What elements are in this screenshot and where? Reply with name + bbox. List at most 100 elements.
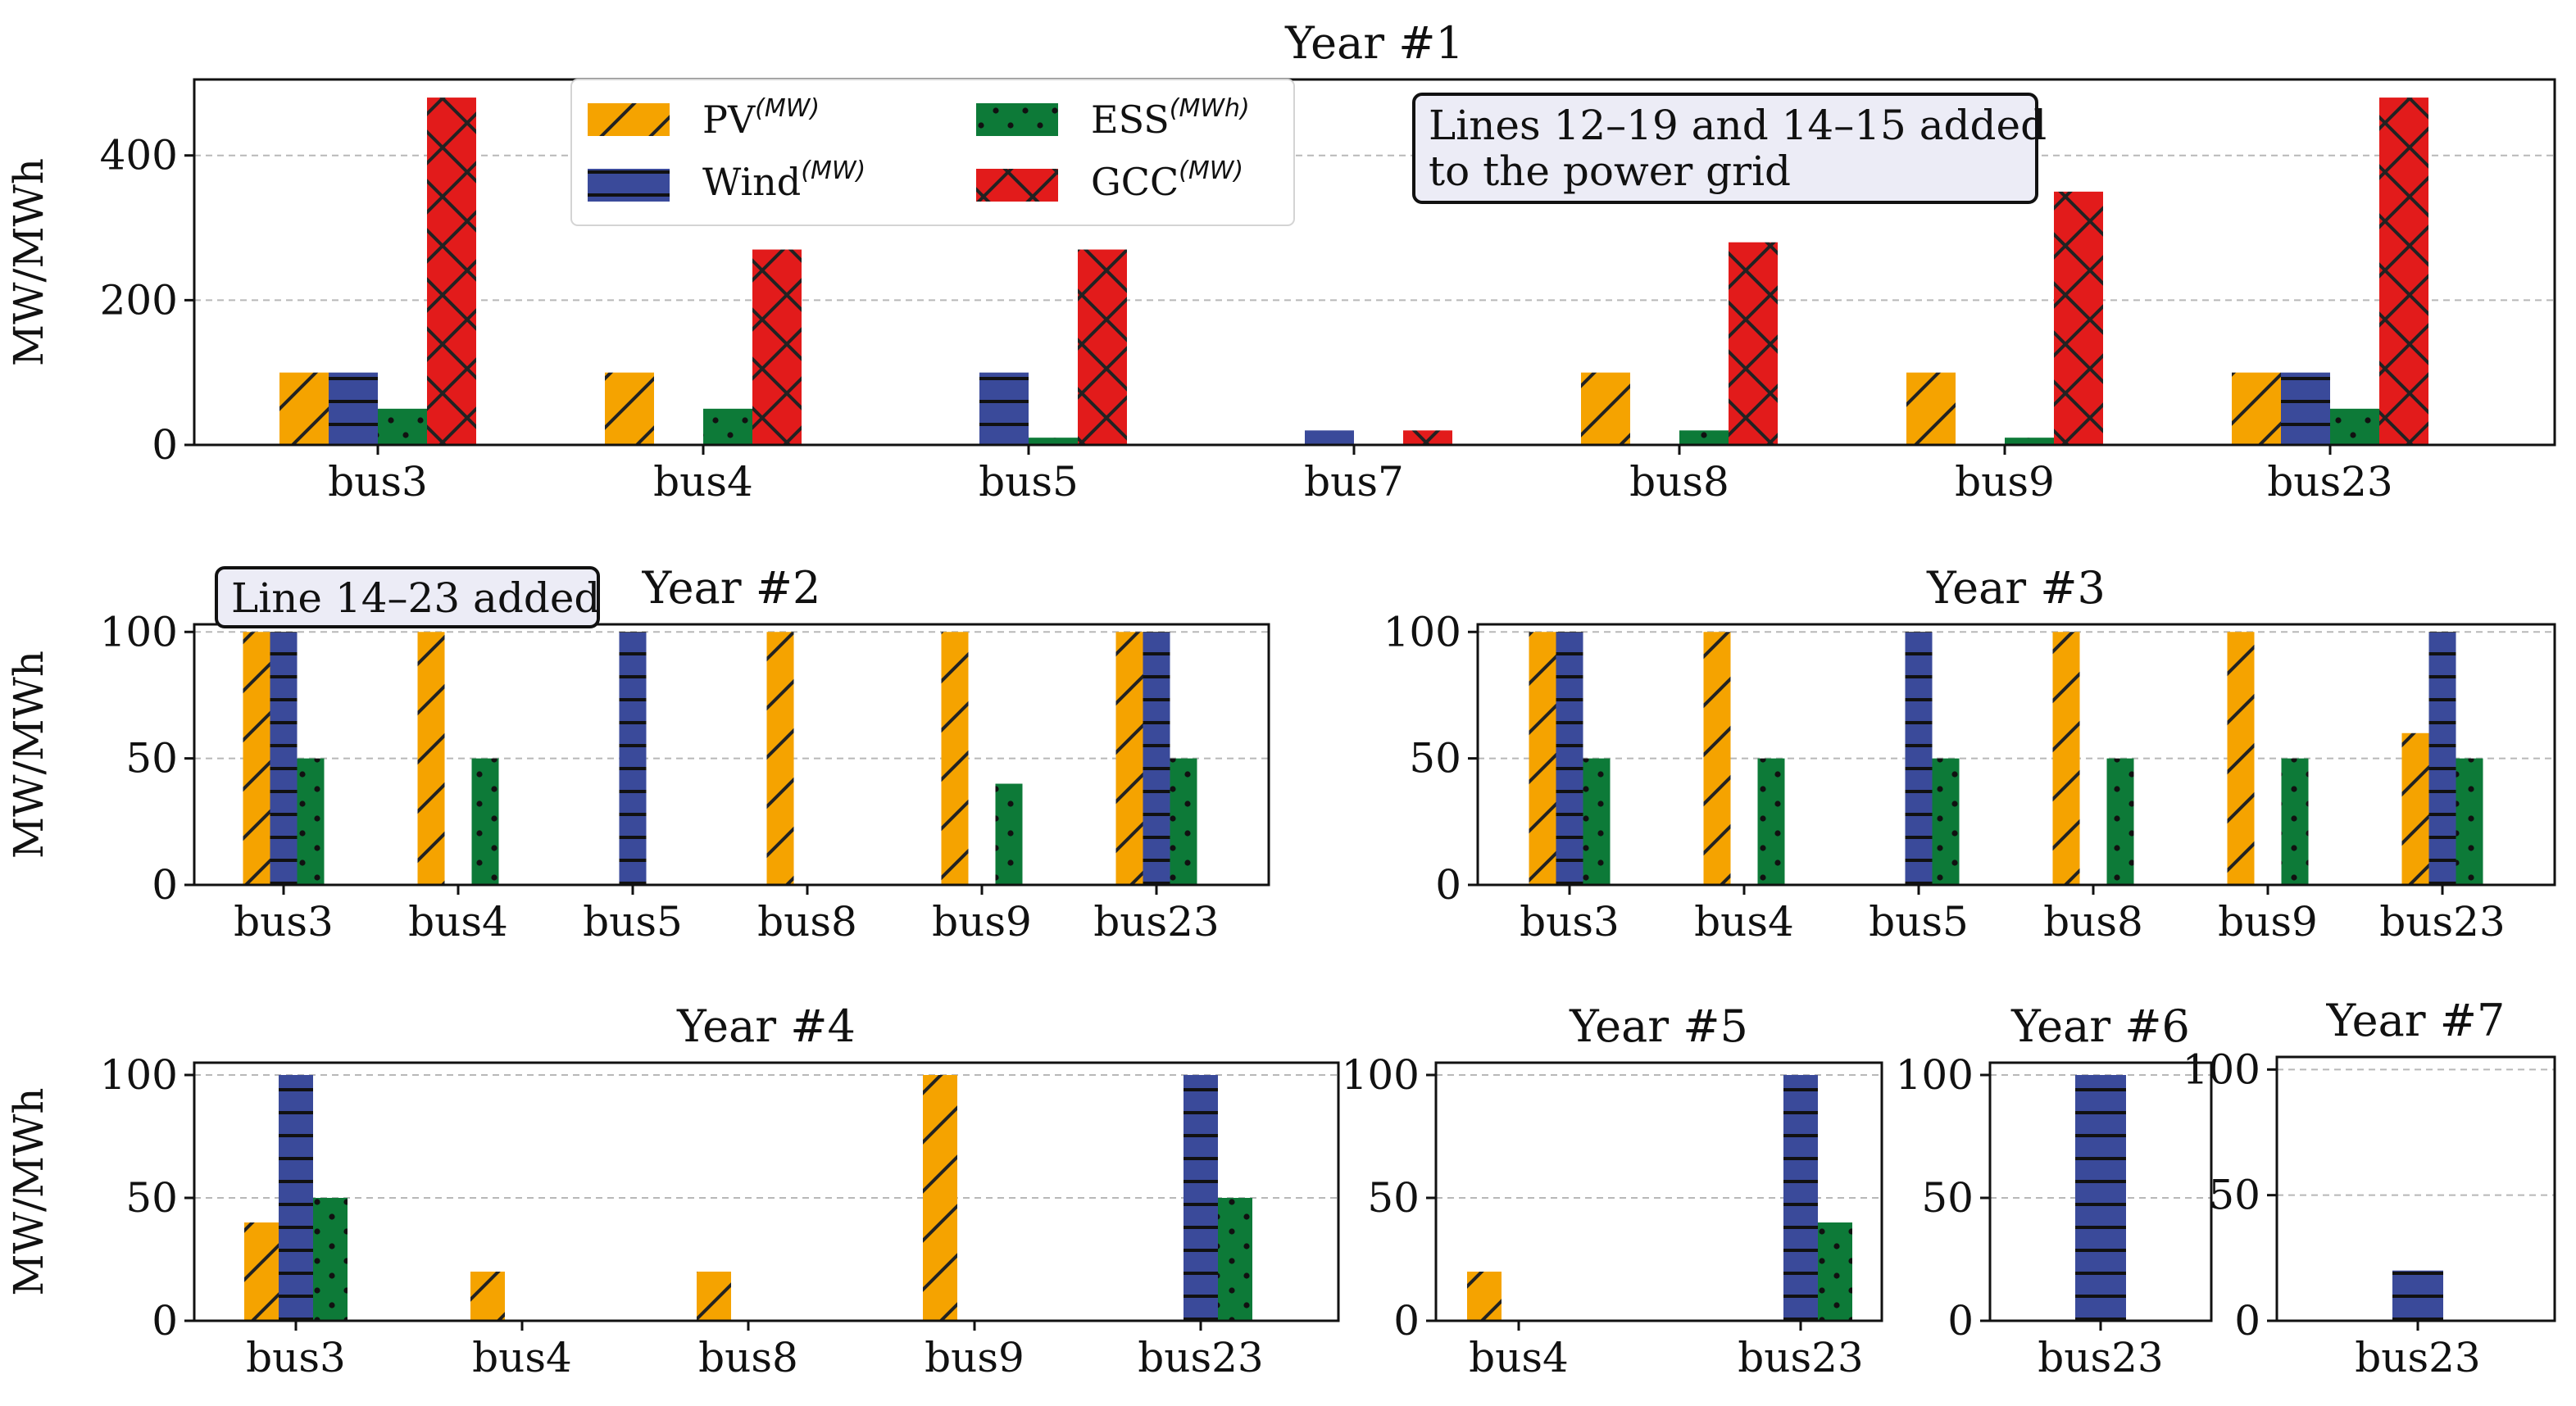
- legend-unit: (MW): [1179, 156, 1243, 185]
- bar-pv-bus3: [244, 1222, 279, 1321]
- axes-frame: [193, 78, 2556, 447]
- legend-swatch-gcc: [976, 169, 1058, 202]
- bar-ess-bus9: [995, 783, 1023, 885]
- y-tick-label: 0: [2234, 1297, 2260, 1345]
- y-tick-label: 200: [100, 276, 178, 324]
- chart-year-5: bus4 bus23 0 50 100 Year #5: [1342, 1000, 1883, 1381]
- x-tick-label: bus23: [1093, 898, 1220, 946]
- bar-pv-bus4: [1467, 1272, 1502, 1321]
- x-tick-label: bus8: [1629, 458, 1729, 506]
- bar-pv-bus9: [923, 1075, 957, 1321]
- bar-pv-bus3: [243, 632, 270, 885]
- chart-title: Year #3: [1926, 562, 2106, 614]
- bar-ess-bus23: [1818, 1222, 1852, 1321]
- chart-title: Year #1: [1284, 17, 1464, 69]
- y-tick-label: 50: [2208, 1172, 2260, 1219]
- x-tick-label: bus4: [653, 458, 753, 506]
- y-tick-label: 50: [125, 1174, 178, 1222]
- bar-wind-bus23: [2428, 632, 2456, 885]
- bar-pv-bus8: [766, 632, 794, 885]
- bar-ess-bus4: [1757, 758, 1785, 885]
- x-tick-label: bus23: [2267, 458, 2393, 506]
- charts-layer: bus3 bus4 bus5 bus7 bus8 bus9 bus23 0 200 400 Year…: [5, 17, 2556, 1381]
- bar-ess-bus3: [297, 758, 325, 885]
- x-tick-label: bus4: [472, 1334, 572, 1381]
- x-tick-label: bus3: [234, 898, 334, 946]
- bar-pv-bus9: [1906, 372, 1956, 445]
- bar-wind-bus7: [1305, 430, 1354, 445]
- legend-swatch-wind: [588, 169, 670, 202]
- bar-pv-bus4: [417, 632, 445, 885]
- x-tick-label: bus23: [1738, 1334, 1864, 1381]
- y-tick-label: 0: [152, 861, 178, 909]
- bar-wind-bus3: [270, 632, 298, 885]
- axes-frame: [1434, 1061, 1883, 1322]
- x-tick-label: bus5: [979, 458, 1079, 506]
- axes-frame: [193, 623, 1270, 887]
- bar-ess-bus9: [2005, 438, 2054, 445]
- bar-pv-bus9: [941, 632, 969, 885]
- bar-pv-bus4: [605, 372, 654, 445]
- bar-pv-bus3: [279, 372, 329, 445]
- bar-ess-bus23: [1170, 758, 1197, 885]
- axes-frame: [1476, 623, 2556, 887]
- bar-wind-bus5: [619, 632, 647, 885]
- bar-ess-bus3: [1583, 758, 1611, 885]
- bar-wind-bus23: [2075, 1075, 2126, 1321]
- bar-ess-bus8: [2106, 758, 2134, 885]
- bar-ess-bus3: [378, 408, 427, 445]
- x-tick-label: bus9: [932, 898, 1032, 946]
- y-tick-label: 100: [100, 1051, 178, 1099]
- chart-year-6: bus23 0 50 100 Year #6: [1896, 1000, 2213, 1381]
- x-tick-label: bus23: [2355, 1334, 2481, 1381]
- y-axis-label: MW/MWh: [5, 1087, 52, 1295]
- annotation-year2: Line 14–23 added: [215, 566, 600, 628]
- chart-title: Year #4: [676, 1000, 856, 1052]
- annotation-box: [1412, 93, 2038, 204]
- legend-swatch-pv: [588, 103, 670, 136]
- bar-ess-bus23: [2330, 408, 2379, 445]
- bar-gcc-bus23: [2379, 98, 2428, 445]
- bar-ess-bus5: [1029, 438, 1078, 445]
- axes-frame: [1988, 1061, 2213, 1322]
- annotation-text: to the power grid: [1429, 147, 1791, 195]
- y-tick-label: 100: [100, 608, 178, 655]
- axes-frame: [2275, 1055, 2556, 1322]
- bar-gcc-bus7: [1403, 430, 1452, 445]
- legend-unit: (MW): [801, 156, 865, 185]
- bar-pv-bus23: [2401, 732, 2429, 885]
- bar-wind-bus23: [1184, 1075, 1218, 1321]
- bar-pv-bus9: [2227, 632, 2255, 885]
- bar-gcc-bus5: [1078, 249, 1127, 445]
- bar-wind-bus3: [279, 1075, 313, 1321]
- x-tick-label: bus9: [2218, 898, 2318, 946]
- x-tick-label: bus8: [757, 898, 857, 946]
- bar-ess-bus23: [1218, 1198, 1252, 1321]
- bar-wind-bus23: [1143, 632, 1170, 885]
- bar-ess-bus3: [313, 1198, 348, 1321]
- bar-gcc-bus9: [2054, 191, 2103, 445]
- bar-pv-bus4: [470, 1272, 505, 1321]
- y-tick-label: 50: [125, 735, 178, 782]
- x-tick-label: bus8: [698, 1334, 798, 1381]
- x-tick-label: bus8: [2043, 898, 2143, 946]
- bar-ess-bus4: [703, 408, 752, 445]
- bar-wind-bus5: [979, 372, 1029, 445]
- x-tick-label: bus3: [246, 1334, 346, 1381]
- annotation-text: Line 14–23 added: [231, 574, 600, 622]
- y-tick-label: 50: [1409, 735, 1461, 782]
- y-tick-label: 0: [1947, 1297, 1974, 1345]
- bar-ess-bus8: [1679, 430, 1729, 445]
- x-tick-label: bus3: [328, 458, 428, 506]
- chart-year-7: bus23 0 50 100 Year #7: [2183, 995, 2556, 1381]
- x-tick-label: bus23: [2038, 1334, 2164, 1381]
- legend: PV(MW)Wind(MW)ESS(MWh)GCC(MW): [570, 79, 1295, 226]
- y-axis-label: MW/MWh: [5, 651, 52, 859]
- bar-wind-bus23: [2392, 1270, 2443, 1321]
- bar-ess-bus4: [471, 758, 499, 885]
- chart-title: Year #6: [2010, 1000, 2190, 1052]
- annotation-box: [215, 566, 600, 628]
- bar-wind-bus23: [1783, 1075, 1818, 1321]
- y-tick-label: 0: [152, 421, 178, 469]
